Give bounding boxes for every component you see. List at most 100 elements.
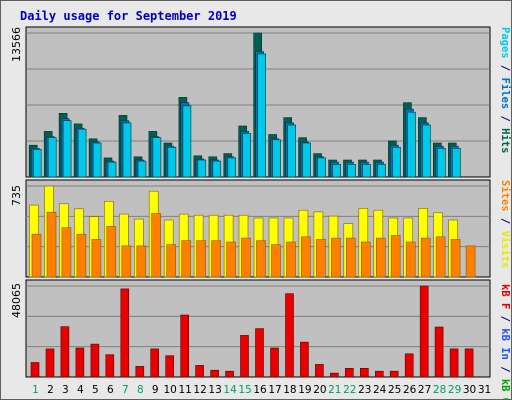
bar-sites-day-21 [331, 237, 341, 278]
x-label-day-15: 15 [238, 384, 251, 396]
bar-kb-f-day-1 [30, 362, 40, 378]
bar-kb-f-day-29 [449, 348, 459, 378]
legend-entry-1-1: / [499, 212, 511, 231]
bar-pages-day-27 [422, 124, 431, 178]
bar-sites-day-15 [241, 237, 251, 278]
bar-pages-day-8 [137, 160, 147, 178]
bar-pages-day-26 [407, 111, 416, 178]
bar-kb-f-day-30 [464, 348, 474, 378]
bar-kb-f-day-6 [105, 354, 115, 378]
x-label-day-16: 16 [253, 384, 267, 396]
x-label-day-6: 6 [107, 384, 114, 396]
x-label-day-7: 7 [122, 384, 129, 396]
panel-sites-visits [25, 179, 491, 278]
x-label-day-22: 22 [343, 384, 356, 396]
right-legends: Pages / Files / Hits Sites / Visits kB F /… [499, 27, 511, 400]
x-label-day-13: 13 [208, 384, 221, 396]
bar-pages-day-15 [242, 133, 251, 178]
x-label-day-12: 12 [193, 384, 206, 396]
legend-panel-2: kB F / kB In / kB Out [499, 284, 511, 400]
bar-pages-day-5 [92, 142, 102, 178]
bar-pages-day-12 [197, 159, 207, 178]
x-label-day-2: 2 [47, 384, 54, 396]
bar-kb-f-day-23 [359, 367, 369, 378]
bar-kb-f-day-21 [330, 372, 339, 378]
legend-entry-2-2: kB In [499, 328, 511, 360]
bar-pages-day-20 [317, 157, 326, 178]
bar-pages-day-23 [362, 164, 371, 178]
bar-pages-day-7 [122, 122, 132, 178]
bar-sites-day-5 [91, 239, 102, 278]
bar-sites-day-6 [106, 226, 117, 278]
bar-sites-day-28 [435, 236, 446, 278]
bar-kb-f-day-8 [135, 366, 145, 378]
bar-sites-day-12 [196, 240, 206, 278]
bar-kb-f-day-11 [180, 314, 189, 378]
x-label-day-10: 10 [164, 384, 177, 396]
bar-pages-day-4 [77, 128, 87, 178]
top-y-max-label: 13566 [10, 27, 23, 62]
bar-kb-f-day-19 [300, 341, 309, 378]
bar-sites-day-30 [465, 245, 476, 278]
x-label-day-31: 31 [478, 384, 491, 396]
panel-kbytes [25, 279, 491, 378]
bar-sites-day-16 [256, 240, 266, 278]
bar-kb-f-day-22 [344, 367, 354, 378]
bar-kb-f-day-18 [285, 293, 294, 378]
x-label-day-11: 11 [179, 384, 192, 396]
legend-entry-0-1: / [499, 59, 511, 78]
bar-sites-day-10 [166, 244, 176, 278]
x-label-day-24: 24 [373, 384, 387, 396]
x-label-day-4: 4 [77, 384, 84, 396]
bar-pages-day-1 [32, 149, 42, 178]
bar-sites-day-26 [405, 241, 416, 278]
bar-kb-f-day-27 [419, 285, 429, 378]
bar-sites-day-1 [31, 233, 42, 278]
x-axis-day-labels: 1 2 3 4 5 6 7 8 9 10 11 12 13 14 15 16 17 18 19 20 21 22 23 24 2… [32, 384, 491, 396]
bar-sites-day-9 [151, 213, 161, 278]
x-label-day-23: 23 [358, 384, 371, 396]
bar-pages-day-9 [152, 137, 162, 178]
bar-sites-day-29 [450, 239, 461, 278]
bar-pages-day-25 [392, 147, 401, 178]
bar-sites-day-14 [226, 241, 236, 278]
bar-pages-day-14 [227, 157, 237, 178]
x-label-day-8: 8 [137, 384, 144, 396]
bar-sites-day-19 [301, 236, 311, 278]
bar-kb-f-day-2 [45, 348, 55, 378]
legend-entry-2-4: kB Out [499, 379, 511, 400]
bar-pages-day-11 [182, 105, 192, 178]
x-label-day-18: 18 [283, 384, 296, 396]
x-label-day-19: 19 [298, 384, 311, 396]
bar-sites-day-8 [136, 245, 147, 278]
bar-kb-f-day-10 [165, 355, 174, 378]
x-label-day-30: 30 [463, 384, 476, 396]
bar-pages-day-13 [212, 160, 222, 178]
bar-sites-day-4 [76, 233, 87, 278]
bar-pages-day-17 [272, 139, 282, 178]
legend-entry-0-3: / [499, 109, 511, 128]
bar-sites-day-23 [360, 241, 371, 278]
x-label-day-25: 25 [388, 384, 401, 396]
bar-sites-day-7 [121, 245, 132, 278]
x-label-day-14: 14 [223, 384, 237, 396]
bar-sites-day-25 [390, 235, 401, 278]
x-label-day-1: 1 [32, 384, 39, 396]
bar-sites-day-27 [420, 237, 431, 278]
bar-pages-day-19 [302, 142, 311, 178]
x-label-day-29: 29 [448, 384, 461, 396]
legend-entry-1-2: Visits [499, 231, 511, 269]
bar-kb-f-day-16 [255, 328, 264, 378]
panel-pages-files-hits [25, 26, 491, 178]
bar-kb-f-day-13 [210, 369, 219, 378]
legend-entry-0-0: Pages [499, 27, 511, 59]
bar-kb-f-day-24 [374, 370, 384, 378]
bar-sites-day-2 [46, 211, 57, 278]
legend-entry-0-4: Hits [499, 128, 511, 153]
x-label-day-27: 27 [418, 384, 431, 396]
chart-title: Daily usage for September 2019 [20, 9, 237, 23]
x-label-day-17: 17 [268, 384, 281, 396]
bar-pages-day-28 [436, 148, 446, 178]
x-label-day-9: 9 [152, 384, 159, 396]
bar-pages-day-21 [332, 164, 341, 178]
